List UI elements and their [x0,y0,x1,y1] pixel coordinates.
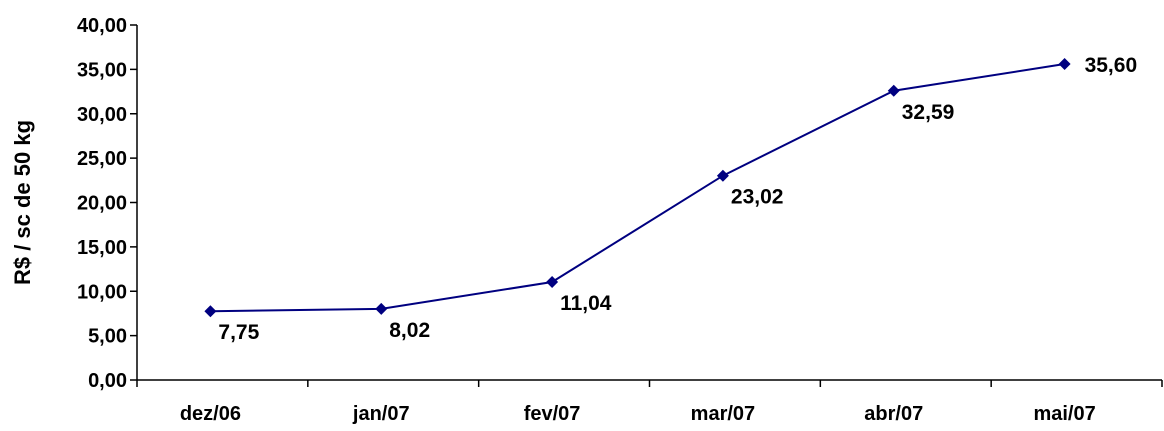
x-tick-label: dez/06 [180,403,241,425]
x-tick-label: jan/07 [352,403,410,425]
x-tick-label: mai/07 [1033,403,1095,425]
x-ticks: dez/06 jan/07 fev/07 mar/07 abr/07 mai/07 [136,380,1163,425]
data-point-marker [546,276,559,289]
series-line [210,63,1065,313]
y-tick-label: 5,00 [88,326,127,348]
y-tick-label: 40,00 [77,15,127,37]
axes [136,25,1162,381]
data-label: 11,04 [560,292,612,315]
data-label: 23,02 [731,186,784,209]
y-tick-label: 20,00 [77,193,127,215]
data-label: 35,60 [1085,54,1138,77]
y-tick-label: 35,00 [77,59,127,81]
y-tick-label: 25,00 [77,148,127,170]
data-labels: 7,75 8,02 11,04 23,02 32,59 35,60 [218,54,1137,344]
y-axis-title: R$ / sc de 50 kg [10,120,35,285]
data-point-marker [1058,58,1071,71]
y-ticks: 0,00 5,00 10,00 15,00 20,00 25,00 30,00 35,00 40… [77,15,137,392]
data-label: 32,59 [902,101,955,124]
series [204,58,1071,318]
y-tick-label: 10,00 [77,281,127,303]
y-tick-label: 30,00 [77,104,127,126]
x-tick-label: fev/07 [524,403,581,425]
y-tick-label: 0,00 [88,370,127,392]
data-point-marker [887,84,900,97]
data-point-marker [716,169,729,182]
x-tick-label: abr/07 [864,403,923,425]
data-point-marker [204,305,217,318]
data-label: 8,02 [389,319,430,342]
data-label: 7,75 [218,321,259,344]
data-point-marker [375,302,388,315]
x-tick-label: mar/07 [691,403,756,425]
y-tick-label: 15,00 [77,237,127,259]
